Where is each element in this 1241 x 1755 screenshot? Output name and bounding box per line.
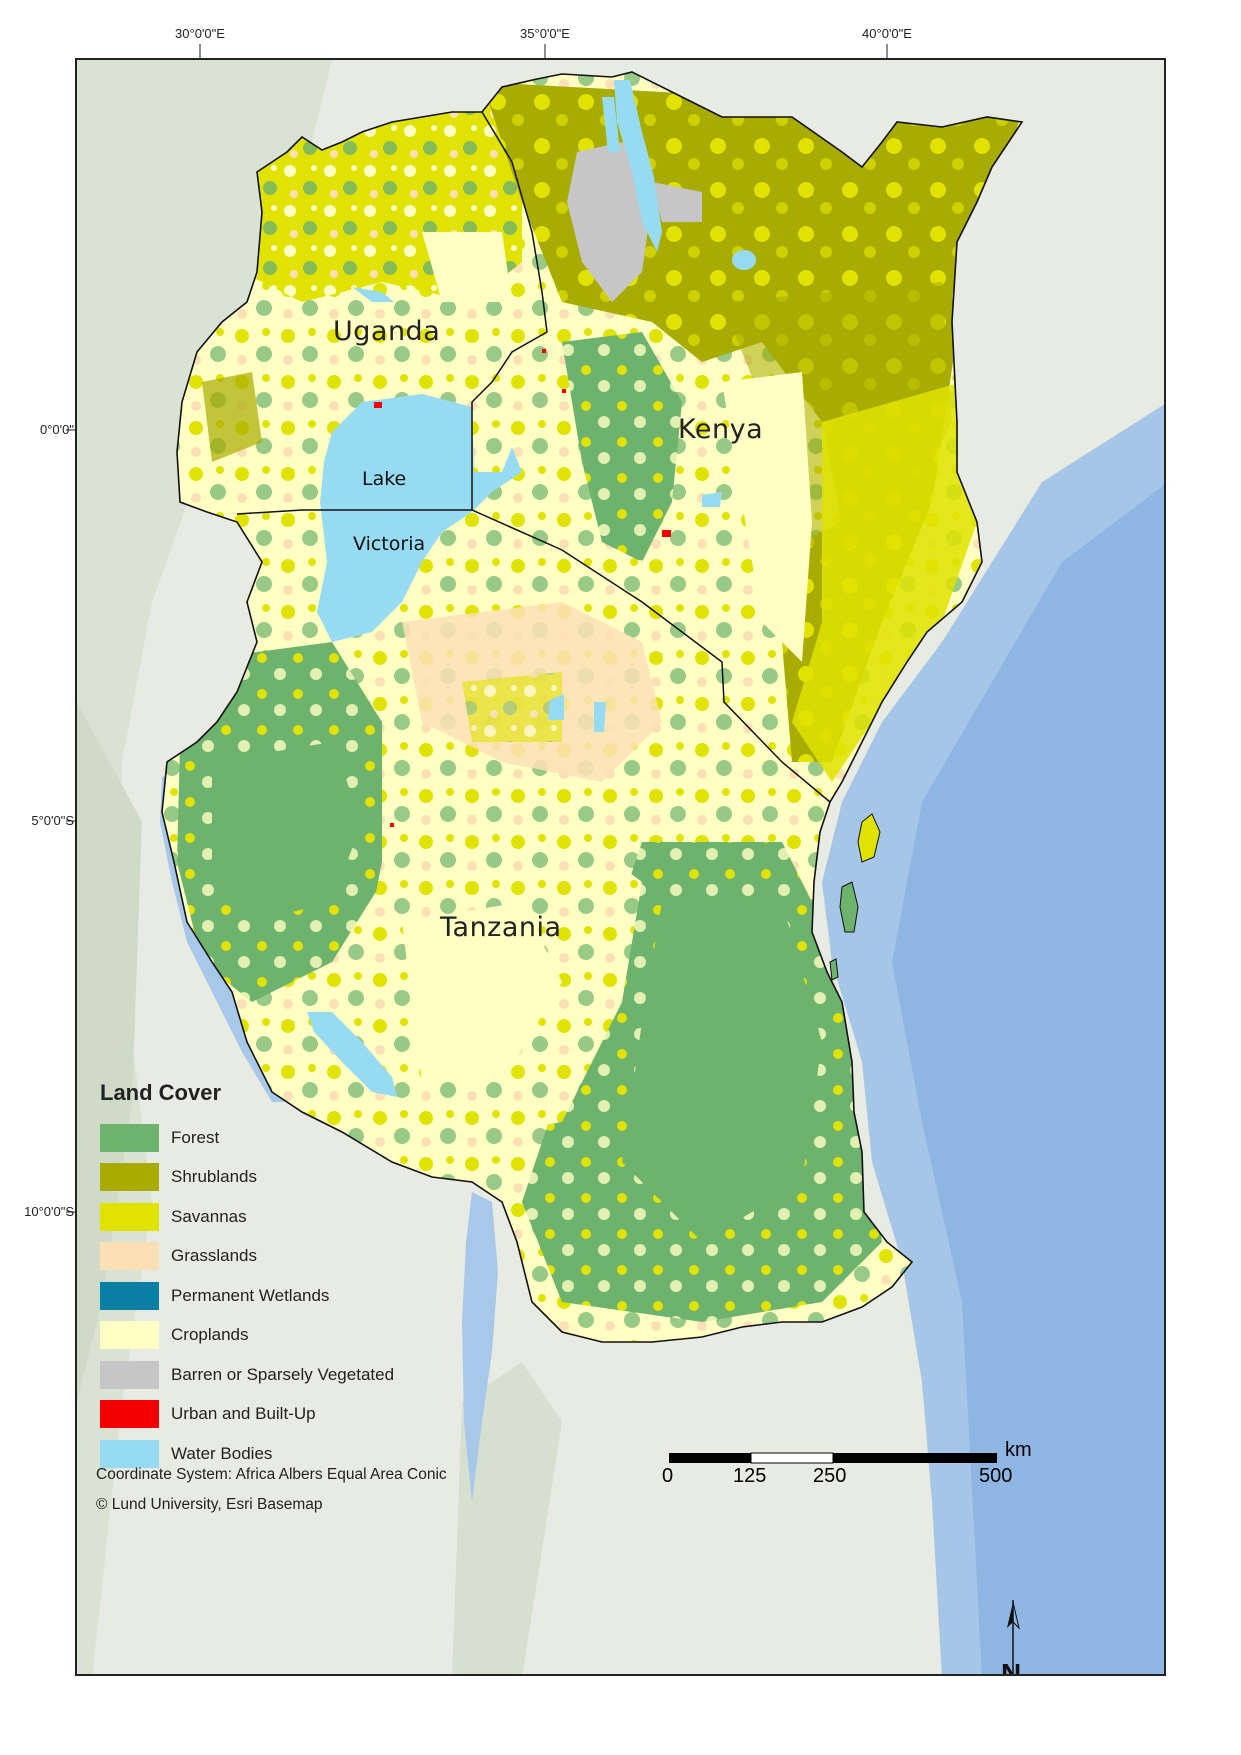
north-arrow: N <box>999 1600 1029 1676</box>
legend-item: Shrublands <box>100 1158 460 1198</box>
legend-item: Barren or Sparsely Vegetated <box>100 1355 460 1395</box>
map-frame[interactable]: Uganda Kenya Tanzania Lake Victoria Land… <box>75 58 1166 1676</box>
label-uganda: Uganda <box>333 316 441 347</box>
legend-swatch <box>100 1360 159 1389</box>
credit-note: © Lund University, Esri Basemap <box>96 1496 323 1513</box>
coordinate-system-note: Coordinate System: Africa Albers Equal A… <box>96 1466 447 1483</box>
label-victoria: Victoria <box>353 533 426 555</box>
legend-swatch <box>100 1242 159 1271</box>
scale-tick-125: 125 <box>733 1465 767 1487</box>
scale-tick-250: 250 <box>813 1465 847 1487</box>
label-tanzania: Tanzania <box>440 912 562 943</box>
legend-swatch <box>100 1439 159 1468</box>
legend-item: Forest <box>100 1118 460 1158</box>
scale-tick-500: 500 <box>979 1465 1013 1487</box>
legend-swatch <box>100 1163 159 1192</box>
graticule-label-5s: 5°0'0"S <box>31 813 74 828</box>
label-kenya: Kenya <box>678 414 764 445</box>
legend-item: Water Bodies <box>100 1434 460 1474</box>
legend-label: Permanent Wetlands <box>171 1285 330 1305</box>
legend-label: Shrublands <box>171 1167 258 1187</box>
legend-swatch <box>100 1321 159 1350</box>
graticule-label-40e: 40°0'0"E <box>862 26 912 41</box>
legend-label: Savannas <box>171 1206 247 1226</box>
land-cover-map <box>77 60 1164 1674</box>
graticule-label-0: 0°0'0" <box>40 422 74 437</box>
legend-swatch <box>100 1123 159 1152</box>
legend-label: Urban and Built-Up <box>171 1404 316 1424</box>
legend: Land Cover Forest Shrublands Savannas Grass… <box>100 1080 460 1474</box>
north-letter: N <box>1001 1658 1022 1676</box>
legend-item: Savannas <box>100 1197 460 1237</box>
legend-item: Grasslands <box>100 1237 460 1277</box>
legend-title: Land Cover <box>100 1080 222 1105</box>
legend-label: Grasslands <box>171 1246 257 1266</box>
legend-label: Barren or Sparsely Vegetated <box>171 1364 395 1384</box>
label-lake: Lake <box>362 468 407 490</box>
legend-swatch <box>100 1400 159 1429</box>
graticule-label-35e: 35°0'0"E <box>520 26 570 41</box>
legend-label: Croplands <box>171 1325 249 1345</box>
legend-swatch <box>100 1281 159 1310</box>
graticule-label-30e: 30°0'0"E <box>175 26 225 41</box>
scale-bar: km 0 125 250 500 <box>662 1439 1127 1505</box>
scale-unit: km <box>1005 1439 1032 1461</box>
legend-label: Water Bodies <box>171 1443 273 1463</box>
legend-item: Croplands <box>100 1316 460 1356</box>
north-arrow-icon <box>1007 1600 1020 1674</box>
legend-item: Permanent Wetlands <box>100 1276 460 1316</box>
legend-item: Urban and Built-Up <box>100 1395 460 1435</box>
scale-tick-0: 0 <box>662 1465 674 1487</box>
legend-label: Forest <box>171 1127 220 1147</box>
legend-swatch <box>100 1202 159 1231</box>
graticule-label-10s: 10°0'0"S <box>24 1204 74 1219</box>
